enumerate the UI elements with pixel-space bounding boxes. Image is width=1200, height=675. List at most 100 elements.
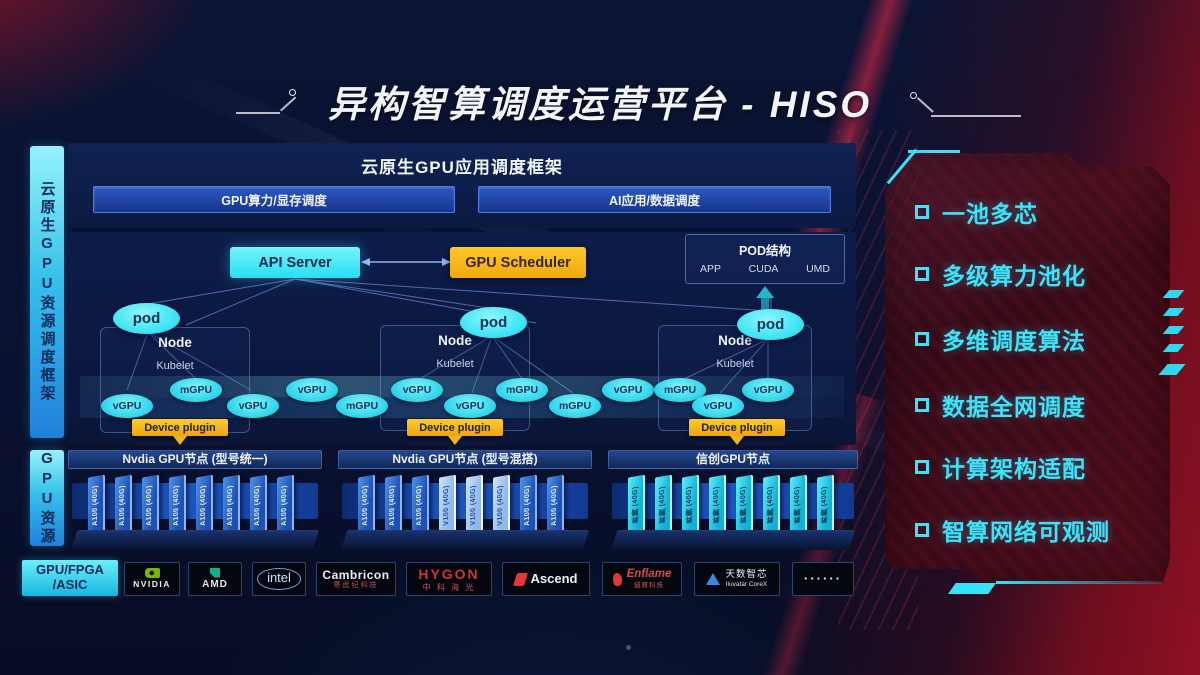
pod-ellipse: pod (737, 309, 804, 340)
vendor-text: Cambricon 寒武纪科技 (322, 568, 389, 591)
gpu-ellipse-mgpu: mGPU (496, 378, 548, 402)
vendor-text-line: HYGON (418, 565, 480, 582)
gpu-ellipse-vgpu: vGPU (391, 378, 443, 402)
gpu-card-label: A100 (40G) (227, 484, 234, 527)
gpu-ellipse-vgpu: vGPU (602, 378, 654, 402)
feature-label: 一池多芯 (942, 201, 1038, 227)
gpu-card-label: A100 (40G) (173, 484, 180, 527)
vendor-text: AMD (202, 579, 228, 591)
feature-item: 数据全网调度 (915, 388, 1086, 422)
gpu-card: A100 (40G) (223, 474, 240, 536)
page-title: 异构智算调度运营平台 - HISO (327, 84, 873, 125)
node-label: Node (438, 333, 472, 348)
gpu-ellipse-vgpu: vGPU (101, 394, 153, 418)
gpu-platform (70, 530, 320, 550)
gpu-ellipse-vgpu: vGPU (444, 394, 496, 418)
gpu-ellipse-mgpu: mGPU (549, 394, 601, 418)
plugin-down-arrow-icon (448, 436, 462, 445)
gpu-card-label: A100 (40G) (119, 484, 126, 527)
feature-panel: 一池多芯 多级算力池化 多维调度算法 数据全网调度 计算架构适配 智算网络可观测 (885, 153, 1170, 583)
gpu-card: 昇腾 (40G) (628, 474, 645, 536)
gpu-card-label: 昇腾 (40G) (820, 486, 828, 525)
device-plugin-box: Device plugin (689, 419, 785, 436)
vendor-text-line: Ascend (530, 571, 578, 587)
vendor-text-line: AMD (202, 578, 228, 590)
gpu-card: 昇腾 (40G) (763, 474, 780, 536)
gpu-card-label: A100 (40G) (362, 484, 369, 527)
pod-up-arrow-icon (756, 286, 774, 298)
checkbox-bullet-icon (915, 460, 929, 474)
gpu-platform (340, 530, 590, 550)
vendor-text: Ascend (531, 571, 578, 587)
gpu-card: 昇腾 (40G) (790, 474, 807, 536)
feature-label: 多维调度算法 (942, 328, 1086, 354)
vendor-text: ······ (804, 571, 842, 587)
gpu-card: 昇腾 (40G) (682, 474, 699, 536)
circuit-line-decor (931, 115, 1021, 117)
feature-label: 数据全网调度 (942, 394, 1086, 420)
vendor-logo-enflame: Enflame 燧原科技 (602, 562, 682, 596)
feature-label: 计算架构适配 (942, 456, 1086, 482)
gpu-card-label: A100 (40G) (146, 484, 153, 527)
circuit-line-decor (236, 112, 280, 114)
gpu-ellipse-mgpu: mGPU (336, 394, 388, 418)
gpu-node-group-uniform: Nvdia GPU节点 (型号统一) A100 (40G) A100 (40G) A… (68, 450, 322, 556)
vendor-text-line: 天数智芯 (725, 569, 768, 581)
gpu-card: V100 (40G) (466, 474, 483, 536)
gpu-card-label: A100 (40G) (551, 484, 558, 527)
gpu-ellipse-vgpu: vGPU (692, 394, 744, 418)
gpu-card-label: A100 (40G) (416, 484, 423, 527)
checkbox-bullet-icon (915, 398, 929, 412)
framework-panel: 云原生GPU应用调度框架 GPU算力/显存调度 AI应用/数据调度 (68, 143, 856, 228)
gpu-card-label: A100 (40G) (389, 484, 396, 527)
panel-bottom-glow (996, 581, 1162, 584)
gpu-card: V100 (40G) (493, 474, 510, 536)
gpu-card: A100 (40G) (358, 474, 375, 536)
gpu-card: 昇腾 (40G) (817, 474, 834, 536)
vendor-text-line: Enflame (626, 568, 672, 581)
feature-item: 一池多芯 (915, 195, 1038, 229)
pod-up-arrow-stem (761, 297, 769, 310)
node-label: Node (158, 335, 192, 350)
gpu-card: A100 (40G) (547, 474, 564, 536)
gpu-card: A100 (40G) (385, 474, 402, 536)
circuit-node-icon (289, 89, 296, 96)
pod-structure-box: POD结构 APP CUDA UMD (685, 234, 845, 284)
fpga-line-1: GPU/FPGA (36, 562, 104, 578)
sidebar-framework-label: 云原生GPU资源调度框架 (30, 146, 64, 438)
gpu-card: V100 (40G) (439, 474, 456, 536)
vendor-text-line: Iluvatar CoreX (725, 580, 768, 588)
sidebar-framework-text: 云原生GPU资源调度框架 (38, 181, 56, 403)
gpu-card: A100 (40G) (277, 474, 294, 536)
gpu-card: A100 (40G) (412, 474, 429, 536)
gpu-fpga-asic-label: GPU/FPGA /ASIC (22, 560, 118, 596)
gpu-node-group-header: Nvdia GPU节点 (型号混搭) (338, 450, 592, 469)
gpu-card: A100 (40G) (169, 474, 186, 536)
gpu-ellipse-vgpu: vGPU (227, 394, 279, 418)
gpu-card: A100 (40G) (520, 474, 537, 536)
gpu-card-label: V100 (40G) (470, 484, 477, 526)
vendor-logo-nvidia: NVIDIA (124, 562, 180, 596)
gpu-card-label: 昇腾 (40G) (685, 486, 693, 525)
gpu-card-label: 昇腾 (40G) (631, 486, 639, 525)
ai-data-scheduling-bar: AI应用/数据调度 (478, 186, 831, 213)
panel-bottom-accent (948, 583, 996, 594)
pod-item-app: APP (700, 263, 722, 275)
gpu-scheduler-box: GPU Scheduler (450, 247, 586, 278)
checkbox-bullet-icon (915, 205, 929, 219)
pod-ellipse: pod (113, 303, 180, 334)
vendor-logo-hygon: HYGON 中 科 海 光 (406, 562, 492, 596)
gpu-card-label: A100 (40G) (200, 484, 207, 527)
node-label: Node (718, 333, 752, 348)
connector-lines (126, 258, 772, 394)
vendor-text: NVIDIA (133, 579, 171, 589)
vendor-text-line: NVIDIA (133, 579, 171, 590)
gpu-card-label: A100 (40G) (524, 484, 531, 527)
pod-item-cuda: CUDA (748, 263, 779, 275)
vendor-text-line: 燧原科技 (634, 582, 664, 589)
gpu-card: A100 (40G) (142, 474, 159, 536)
vendor-logo-dots: ······ (792, 562, 854, 596)
nvidia-logo-icon (144, 568, 160, 579)
gpu-card-label: A100 (40G) (254, 484, 261, 527)
gpu-shelf (612, 483, 854, 519)
